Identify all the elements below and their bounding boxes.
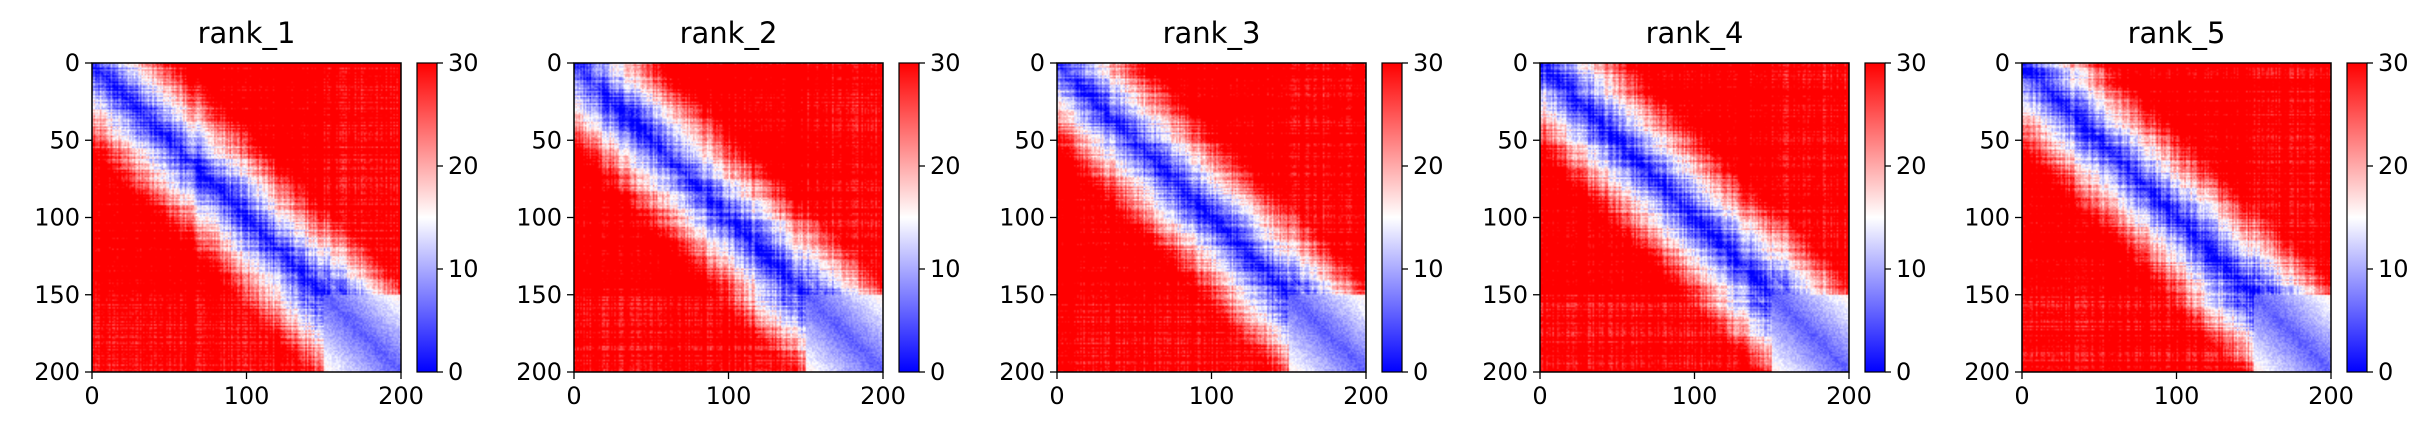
colorbar [416, 62, 438, 373]
y-tick-label: 50 [531, 126, 562, 154]
y-tick-label: 150 [999, 281, 1045, 309]
panel-title: rank_1 [198, 16, 296, 50]
y-tick-label: 50 [49, 126, 80, 154]
colorbar-tick-label: 20 [1896, 152, 1927, 180]
x-tick-label: 0 [1049, 382, 1064, 410]
y-tick-label: 100 [34, 204, 80, 232]
colorbar-tick-label: 30 [448, 49, 479, 77]
heatmap-image [1057, 63, 1366, 372]
colorbar [1381, 62, 1403, 373]
colorbar-tick-label: 30 [2378, 49, 2409, 77]
x-tick-label: 200 [2308, 382, 2354, 410]
colorbar-tick-label: 20 [1413, 152, 1444, 180]
y-tick-label: 50 [1979, 126, 2010, 154]
colorbar-tick-label: 20 [2378, 152, 2409, 180]
colorbar-tick-label: 30 [1896, 49, 1927, 77]
y-tick-label: 200 [516, 358, 562, 386]
y-tick-label: 150 [516, 281, 562, 309]
heatmap-image [2022, 63, 2331, 372]
y-tick-label: 150 [1964, 281, 2010, 309]
colorbar-tick-label: 10 [1413, 255, 1444, 283]
y-tick-label: 0 [1995, 49, 2010, 77]
x-tick-label: 100 [2154, 382, 2200, 410]
y-tick-label: 0 [547, 49, 562, 77]
colorbar-tick-label: 10 [930, 255, 961, 283]
y-tick-label: 0 [1513, 49, 1528, 77]
y-tick-label: 200 [1482, 358, 1528, 386]
y-tick-label: 100 [516, 204, 562, 232]
colorbar [2346, 62, 2368, 373]
x-tick-label: 0 [84, 382, 99, 410]
x-tick-label: 0 [566, 382, 581, 410]
panel-title: rank_5 [2128, 16, 2226, 50]
colorbar-tick-label: 10 [1896, 255, 1927, 283]
colorbar-tick-label: 0 [1896, 358, 1911, 386]
y-tick-label: 200 [34, 358, 80, 386]
colorbar-tick-label: 0 [930, 358, 945, 386]
colorbar-tick-label: 20 [448, 152, 479, 180]
y-tick-label: 100 [1964, 204, 2010, 232]
x-tick-label: 200 [1343, 382, 1389, 410]
y-tick-label: 100 [1482, 204, 1528, 232]
x-tick-label: 0 [2014, 382, 2029, 410]
x-tick-label: 100 [1189, 382, 1235, 410]
x-tick-label: 200 [860, 382, 906, 410]
x-tick-label: 100 [1672, 382, 1718, 410]
y-tick-label: 100 [999, 204, 1045, 232]
colorbar [898, 62, 920, 373]
y-tick-label: 0 [1030, 49, 1045, 77]
y-tick-label: 150 [1482, 281, 1528, 309]
y-tick-label: 200 [1964, 358, 2010, 386]
colorbar-tick-label: 30 [930, 49, 961, 77]
y-tick-label: 50 [1014, 126, 1045, 154]
colorbar-tick-label: 0 [448, 358, 463, 386]
heatmap-image [1540, 63, 1849, 372]
y-tick-label: 0 [65, 49, 80, 77]
colorbar-tick-label: 30 [1413, 49, 1444, 77]
colorbar-tick-label: 10 [448, 255, 479, 283]
x-tick-label: 200 [1826, 382, 1872, 410]
colorbar-tick-label: 0 [1413, 358, 1428, 386]
x-tick-label: 100 [224, 382, 270, 410]
panel-title: rank_4 [1646, 16, 1744, 50]
panel-title: rank_3 [1163, 16, 1261, 50]
colorbar [1864, 62, 1886, 373]
heatmap-image [574, 63, 883, 372]
y-tick-label: 150 [34, 281, 80, 309]
y-tick-label: 50 [1497, 126, 1528, 154]
panel-title: rank_2 [680, 16, 778, 50]
x-tick-label: 0 [1532, 382, 1547, 410]
colorbar-tick-label: 10 [2378, 255, 2409, 283]
heatmap-image [92, 63, 401, 372]
y-tick-label: 200 [999, 358, 1045, 386]
colorbar-tick-label: 20 [930, 152, 961, 180]
x-tick-label: 200 [378, 382, 424, 410]
x-tick-label: 100 [706, 382, 752, 410]
colorbar-tick-label: 0 [2378, 358, 2393, 386]
